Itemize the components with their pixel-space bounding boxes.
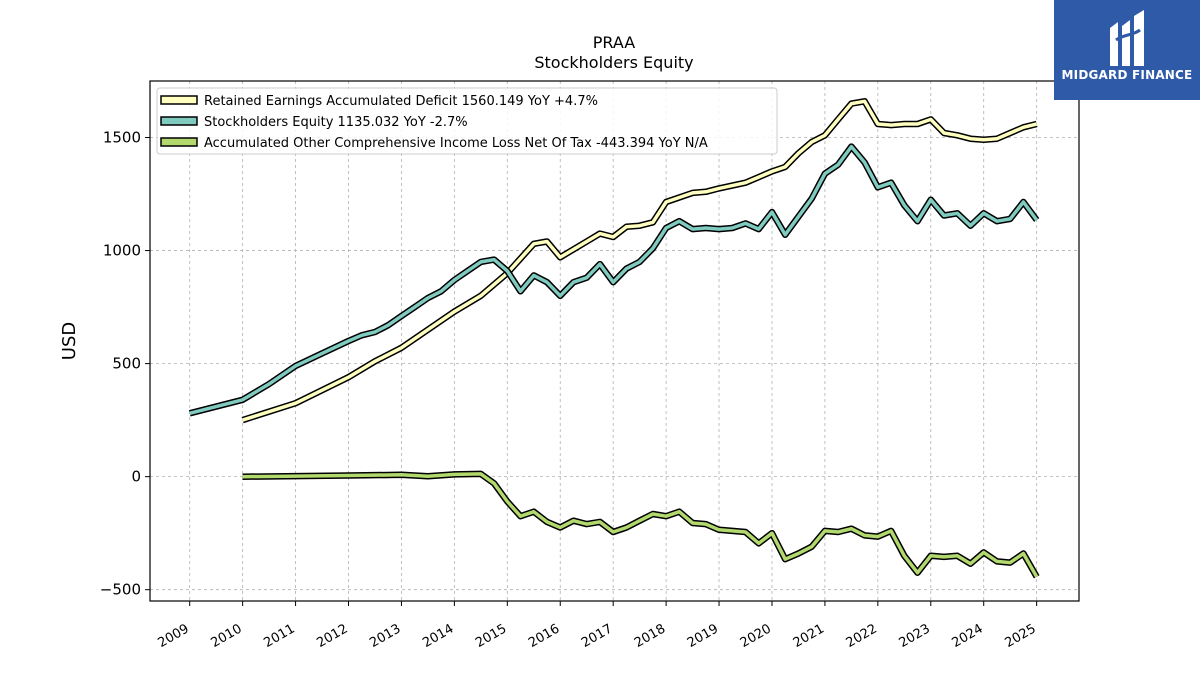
y-tick-label: 0 (131, 468, 141, 486)
x-tick-label: 2018 (632, 621, 668, 651)
x-tick-label: 2022 (844, 621, 880, 651)
y-tick-label: 500 (112, 355, 141, 373)
series-0 (241, 98, 1038, 424)
y-tick-label: 1000 (103, 242, 141, 260)
x-tick-label: 2011 (261, 621, 297, 651)
logo-text: MIDGARD FINANCE (1061, 68, 1193, 82)
x-tick-label: 2014 (420, 621, 456, 651)
x-tick-label: 2019 (685, 621, 721, 651)
legend-box (156, 87, 778, 155)
midgard-finance-logo: MIDGARD FINANCE (1054, 0, 1200, 100)
y-tick-label: −500 (100, 581, 141, 599)
legend-swatch (160, 116, 198, 126)
grid (150, 81, 1079, 601)
x-tick-label: 2010 (208, 621, 244, 651)
series-line (242, 99, 1038, 422)
chart-subtitle: Stockholders Equity (534, 53, 693, 72)
x-tick-label: 2017 (579, 621, 615, 651)
chart-title: PRAA (593, 33, 636, 52)
x-tick-label: 2021 (791, 621, 827, 651)
x-tick-label: 2025 (1002, 621, 1038, 651)
y-tick-label: 1500 (103, 129, 141, 147)
x-tick-label: 2012 (314, 621, 350, 651)
series-line (189, 144, 1039, 415)
x-tick-label: 2013 (367, 621, 403, 651)
plot-area-frame (149, 80, 1080, 602)
y-axis: −500 0 500 1000 1500 (100, 129, 150, 599)
legend-entry: Accumulated Other Comprehensive Income L… (204, 136, 708, 151)
x-tick-label: 2015 (473, 621, 509, 651)
series-lines (188, 98, 1040, 579)
x-tick-label: 2009 (156, 621, 192, 651)
series-line-outline (242, 470, 1040, 579)
legend-entry: Retained Earnings Accumulated Deficit 15… (204, 94, 598, 109)
series-2 (242, 470, 1040, 579)
x-tick-label: 2016 (526, 621, 562, 651)
legend: Retained Earnings Accumulated Deficit 15… (156, 87, 778, 155)
series-1 (188, 143, 1040, 417)
legend-entry: Stockholders Equity 1135.032 YoY -2.7% (204, 115, 468, 130)
x-axis: 2009 2010 2011 2012 2013 2014 2015 2016 2017 2018… (156, 601, 1039, 651)
x-tick-label: 2024 (950, 621, 986, 651)
y-axis-label: USD (59, 322, 80, 360)
legend-swatch (160, 95, 198, 105)
x-tick-label: 2023 (897, 621, 933, 651)
logo-mark-icon (1110, 10, 1144, 66)
x-tick-label: 2020 (738, 621, 774, 651)
series-line (242, 472, 1039, 578)
legend-swatch (160, 137, 198, 147)
